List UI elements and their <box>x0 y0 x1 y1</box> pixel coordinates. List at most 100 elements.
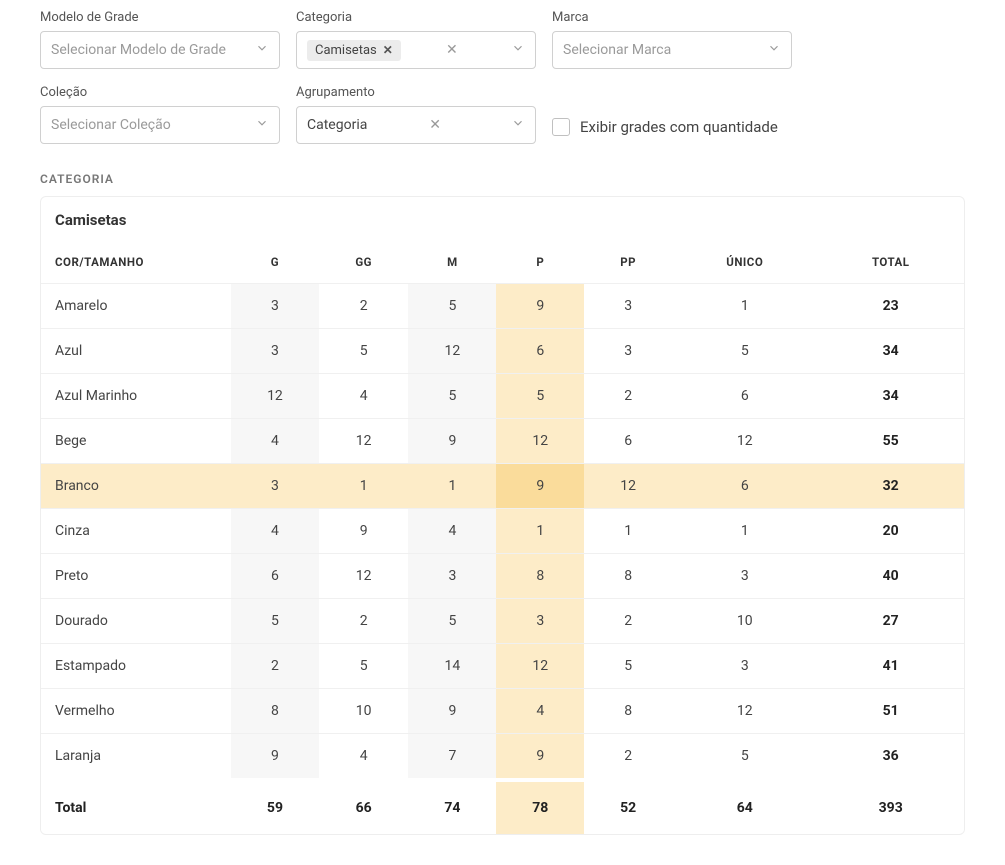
cell-value: 2 <box>584 373 672 418</box>
table-row: Dourado525321027 <box>41 598 964 643</box>
table-row: Amarelo32593123 <box>41 283 964 328</box>
cell-value: 3 <box>496 598 584 643</box>
filter-modelo: Modelo de Grade Selecionar Modelo de Gra… <box>40 10 280 69</box>
table-row: Azul Marinho124552634 <box>41 373 964 418</box>
cell-value: 3 <box>231 328 319 373</box>
cell-value: 1 <box>319 463 409 508</box>
cell-value: 4 <box>408 508 496 553</box>
column-header[interactable]: G <box>231 247 319 283</box>
exibir-checkbox-row: Exibir grades com quantidade <box>552 109 778 144</box>
cell-value: 12 <box>496 418 584 463</box>
filters-row-2: Coleção Selecionar Coleção Agrupamento C… <box>40 85 965 144</box>
select-marca[interactable]: Selecionar Marca <box>552 31 792 69</box>
cell-value: 8 <box>231 688 319 733</box>
column-header[interactable]: GG <box>319 247 409 283</box>
row-label: Branco <box>41 463 231 508</box>
cell-value: 5 <box>231 598 319 643</box>
footer-value: 78 <box>496 778 584 834</box>
footer-total: 393 <box>817 778 964 834</box>
table-body: Amarelo32593123Azul351263534Azul Marinho… <box>41 283 964 834</box>
cell-value: 4 <box>319 733 409 778</box>
row-label: Cinza <box>41 508 231 553</box>
categoria-tag[interactable]: Camisetas ✕ <box>307 40 401 61</box>
cell-value: 6 <box>231 553 319 598</box>
row-label: Vermelho <box>41 688 231 733</box>
cell-value: 8 <box>584 688 672 733</box>
cell-value: 12 <box>672 688 817 733</box>
select-colecao[interactable]: Selecionar Coleção <box>40 106 280 144</box>
cell-value: 9 <box>408 688 496 733</box>
chevron-down-icon <box>255 116 269 134</box>
row-label: Laranja <box>41 733 231 778</box>
cell-value: 4 <box>319 373 409 418</box>
cell-value: 5 <box>319 643 409 688</box>
cell-value: 5 <box>319 328 409 373</box>
filter-marca-label: Marca <box>552 10 792 25</box>
select-colecao-placeholder: Selecionar Coleção <box>51 117 171 133</box>
cell-value: 12 <box>319 418 409 463</box>
row-label: Azul <box>41 328 231 373</box>
column-header[interactable]: COR/TAMANHO <box>41 247 231 283</box>
column-header[interactable]: P <box>496 247 584 283</box>
clear-icon[interactable]: ✕ <box>429 117 441 133</box>
row-total: 40 <box>817 553 964 598</box>
cell-value: 12 <box>672 418 817 463</box>
exibir-checkbox[interactable] <box>552 118 570 136</box>
table-footer-row: Total596674785264393 <box>41 778 964 834</box>
cell-value: 9 <box>408 418 496 463</box>
table-row: Preto612388340 <box>41 553 964 598</box>
cell-value: 2 <box>319 283 409 328</box>
row-total: 51 <box>817 688 964 733</box>
filter-colecao-label: Coleção <box>40 85 280 100</box>
footer-label: Total <box>41 778 231 834</box>
cell-value: 1 <box>408 463 496 508</box>
cell-value: 12 <box>319 553 409 598</box>
cell-value: 4 <box>231 418 319 463</box>
cell-value: 2 <box>231 643 319 688</box>
cell-value: 5 <box>672 328 817 373</box>
cell-value: 1 <box>672 508 817 553</box>
cell-value: 7 <box>408 733 496 778</box>
cell-value: 9 <box>496 733 584 778</box>
tag-remove-icon[interactable]: ✕ <box>383 43 393 57</box>
cell-value: 3 <box>408 553 496 598</box>
clear-icon[interactable]: ✕ <box>446 42 458 58</box>
cell-value: 3 <box>231 463 319 508</box>
table-row: Azul351263534 <box>41 328 964 373</box>
select-agrupamento[interactable]: Categoria ✕ <box>296 106 536 144</box>
column-header[interactable]: PP <box>584 247 672 283</box>
column-header[interactable]: TOTAL <box>817 247 964 283</box>
table-container: Camisetas COR/TAMANHOGGGMPPPÚNICOTOTAL A… <box>40 196 965 835</box>
table-row: Vermelho8109481251 <box>41 688 964 733</box>
cell-value: 6 <box>496 328 584 373</box>
cell-value: 14 <box>408 643 496 688</box>
row-total: 36 <box>817 733 964 778</box>
cell-value: 9 <box>319 508 409 553</box>
footer-value: 52 <box>584 778 672 834</box>
cell-value: 3 <box>231 283 319 328</box>
cell-value: 5 <box>496 373 584 418</box>
column-header[interactable]: M <box>408 247 496 283</box>
select-modelo[interactable]: Selecionar Modelo de Grade <box>40 31 280 69</box>
section-label: CATEGORIA <box>40 172 965 186</box>
table-row: Estampado2514125341 <box>41 643 964 688</box>
filter-agrupamento-label: Agrupamento <box>296 85 536 100</box>
row-total: 34 <box>817 328 964 373</box>
cell-value: 2 <box>584 598 672 643</box>
row-total: 34 <box>817 373 964 418</box>
filters-row-1: Modelo de Grade Selecionar Modelo de Gra… <box>40 10 965 69</box>
row-total: 23 <box>817 283 964 328</box>
cell-value: 6 <box>584 418 672 463</box>
filter-categoria-label: Categoria <box>296 10 536 25</box>
footer-value: 59 <box>231 778 319 834</box>
select-categoria[interactable]: Camisetas ✕ ✕ <box>296 31 536 69</box>
row-label: Bege <box>41 418 231 463</box>
cell-value: 9 <box>496 463 584 508</box>
filter-agrupamento: Agrupamento Categoria ✕ <box>296 85 536 144</box>
cell-value: 3 <box>672 643 817 688</box>
row-total: 32 <box>817 463 964 508</box>
column-header[interactable]: ÚNICO <box>672 247 817 283</box>
cell-value: 5 <box>408 598 496 643</box>
cell-value: 2 <box>319 598 409 643</box>
chevron-down-icon <box>511 116 525 134</box>
